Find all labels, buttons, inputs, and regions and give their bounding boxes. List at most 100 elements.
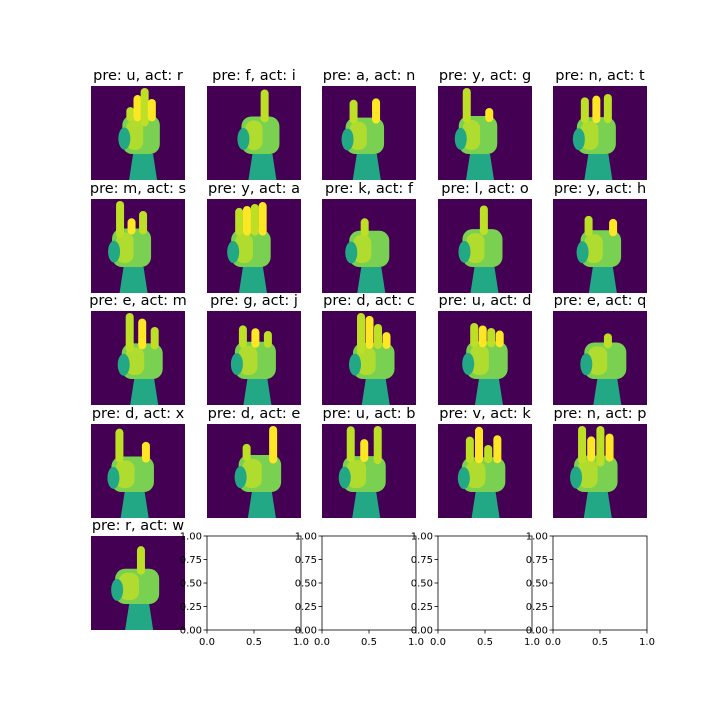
hand-finger [263, 331, 272, 348]
image-panel: pre: a, act: n [322, 68, 416, 180]
hand-highlight [242, 458, 262, 488]
hand-thumb [341, 128, 354, 151]
hand-wrist [584, 154, 613, 180]
hand-highlight [119, 572, 139, 600]
hand-wrist [130, 379, 159, 405]
y-tick-label: 1.00 [411, 532, 433, 543]
image-panel: pre: y, act: a [207, 181, 301, 293]
hand-wrist [593, 379, 622, 405]
hand-sign-a-icon [227, 202, 271, 293]
hand-finger [372, 98, 381, 124]
hand-thumb [349, 353, 362, 376]
panel-title: pre: a, act: n [323, 68, 416, 84]
hand-finger [141, 441, 150, 463]
hand-thumb [118, 127, 131, 150]
y-tick-label: 0.75 [295, 555, 317, 566]
image-panel: pre: y, act: g [438, 68, 532, 180]
x-tick-label: 0.5 [592, 637, 608, 648]
hand-finger [374, 324, 383, 349]
hand-sign-i-icon [237, 89, 280, 180]
hand-finger [584, 215, 593, 237]
hand-highlight [126, 119, 144, 150]
hand-highlight [584, 234, 603, 263]
hand-finger [465, 436, 474, 464]
hand-finger [485, 108, 494, 122]
x-tick-label: 0.0 [430, 637, 446, 648]
panel-title: pre: y, act: h [554, 181, 646, 197]
hand-thumb [345, 241, 358, 264]
hand-finger [127, 218, 136, 235]
hand-finger [596, 426, 605, 467]
image-panel: pre: u, act: b [322, 406, 416, 518]
hand-thumb [237, 127, 250, 150]
hand-finger [139, 211, 148, 235]
image-panel: pre: d, act: e [207, 406, 301, 518]
hand-thumb [117, 353, 130, 376]
hand-finger [587, 436, 596, 462]
hand-highlight [465, 461, 486, 488]
hand-sign-f-icon [345, 218, 390, 293]
image-panel: pre: g, act: j [207, 293, 301, 405]
hand-sign-m-icon [117, 313, 163, 405]
hand-finger [382, 332, 391, 349]
hand-highlight [245, 120, 263, 150]
hand-wrist [357, 267, 386, 293]
y-tick-label: 0.00 [180, 626, 202, 637]
hand-finger [235, 207, 244, 236]
hand-sign-q-icon [580, 333, 627, 405]
image-panel: pre: r, act: w [91, 518, 185, 630]
image-panel: pre: u, act: r [91, 68, 185, 180]
hand-sign-n-icon [341, 98, 385, 180]
panel-title: pre: f, act: i [212, 68, 296, 84]
hand-highlight [462, 120, 481, 150]
hand-sign-x-icon [107, 428, 154, 518]
panel-grid: pre: u, act: r pre: f, act: i pre: a, act:… [89, 68, 647, 630]
hand-finger [269, 426, 278, 464]
panel-title: pre: e, act: q [554, 293, 647, 309]
hand-wrist [474, 379, 503, 405]
hand-highlight [470, 345, 489, 375]
panel-title: pre: g, act: j [210, 293, 298, 309]
hand-wrist [247, 492, 276, 518]
hand-finger [484, 445, 493, 464]
hand-thumb [570, 466, 583, 489]
image-panel: pre: f, act: i [207, 68, 301, 180]
hand-wrist [588, 267, 617, 293]
hand-highlight [580, 121, 599, 150]
hand-sign-p-icon [570, 426, 618, 518]
image-panel: pre: e, act: m [89, 293, 187, 405]
y-tick-label: 0.00 [411, 626, 433, 637]
hand-finger [150, 327, 159, 350]
hand-highlight [353, 234, 372, 263]
image-panel: pre: l, act: o [438, 181, 532, 293]
hand-finger [115, 428, 124, 463]
hand-finger [605, 433, 614, 462]
hand-finger [603, 94, 612, 124]
hand-thumb [580, 353, 593, 376]
hand-thumb [572, 128, 585, 151]
hand-sign-k-icon [457, 426, 506, 518]
y-tick-label: 0.25 [526, 602, 548, 613]
hand-wrist [352, 154, 381, 180]
hand-wrist [470, 267, 499, 293]
panel-title: pre: u, act: b [323, 406, 416, 422]
hand-highlight [235, 233, 253, 263]
y-tick-label: 0.75 [526, 555, 548, 566]
y-tick-label: 0.50 [295, 579, 317, 590]
hand-thumb [338, 466, 351, 489]
y-tick-label: 1.00 [526, 532, 548, 543]
image-panel: pre: m, act: s [90, 181, 186, 293]
empty-axes: 0.0 0.5 1.00.000.250.500.751.00 [411, 532, 540, 649]
image-panel: pre: k, act: f [322, 181, 416, 293]
y-tick-label: 0.50 [411, 579, 433, 590]
panel-title: pre: u, act: d [439, 293, 532, 309]
hand-highlight [349, 121, 367, 150]
hand-thumb [107, 466, 120, 489]
hand-finger [478, 325, 487, 348]
hand-finger [138, 318, 147, 350]
hand-finger [470, 322, 479, 348]
empty-axes: 0.0 0.5 1.00.000.250.500.751.00 [526, 532, 655, 649]
hand-highlight [115, 460, 135, 488]
hand-wrist [471, 492, 500, 518]
